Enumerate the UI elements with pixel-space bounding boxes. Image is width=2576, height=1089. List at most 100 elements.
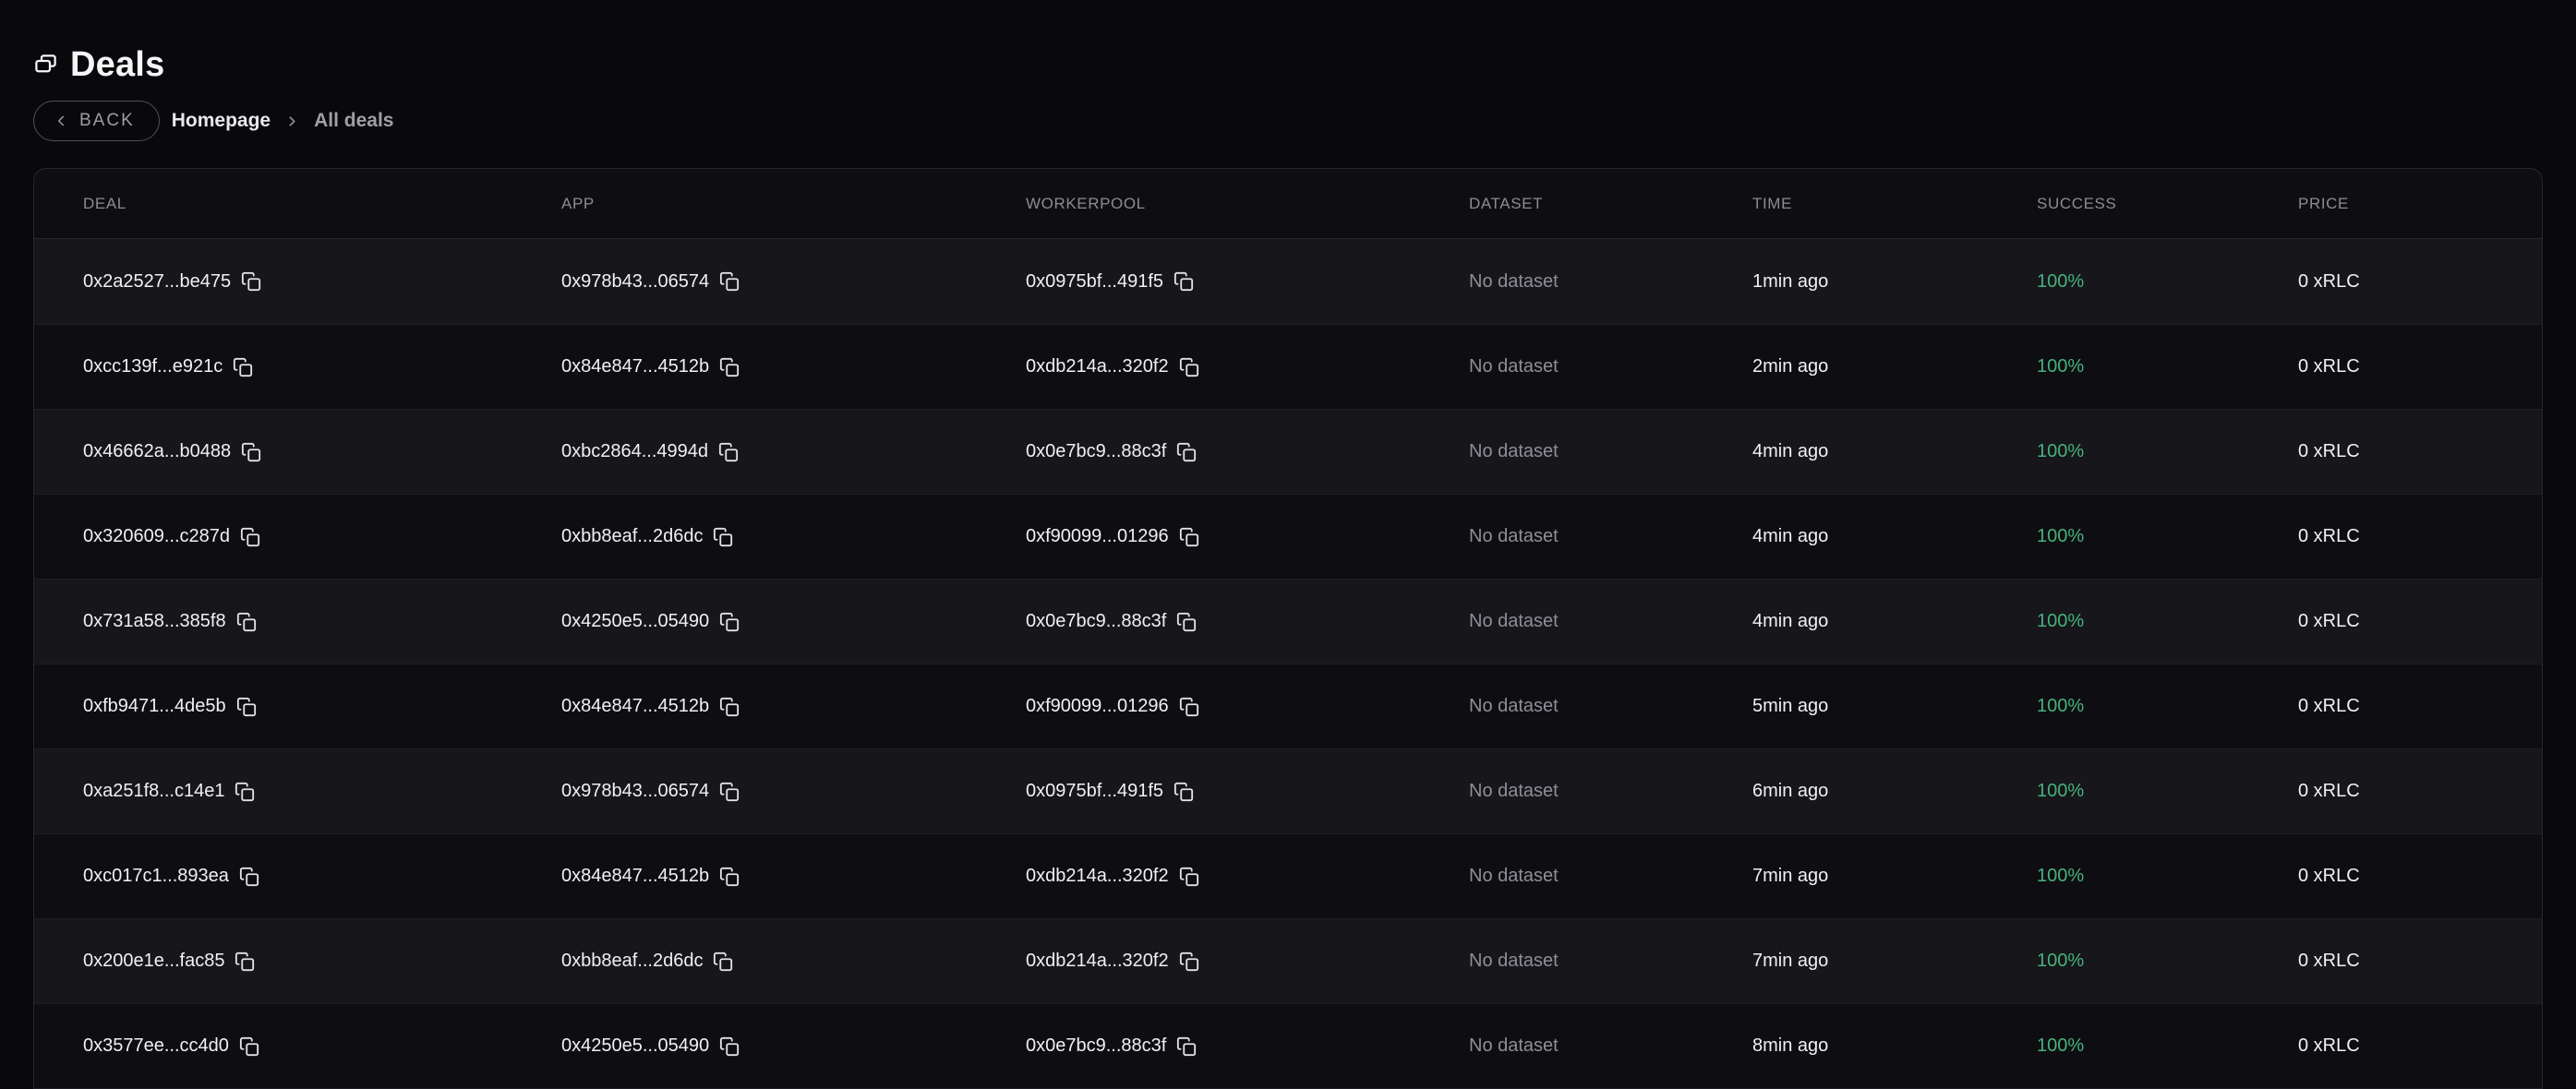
table-row[interactable]: 0xc017c1...893ea 0x84e847...4512b 0xdb21… — [34, 833, 2542, 918]
copy-icon[interactable] — [713, 527, 733, 547]
workerpool-id: 0xdb214a...320f2 — [1026, 951, 1169, 971]
app-id: 0xbb8eaf...2d6dc — [561, 951, 704, 971]
copy-icon[interactable] — [1179, 867, 1199, 887]
workerpool-id: 0x0975bf...491f5 — [1026, 781, 1164, 801]
deal-id: 0x3577ee...cc4d0 — [83, 1035, 229, 1056]
copy-icon[interactable] — [719, 782, 740, 802]
copy-icon[interactable] — [1176, 1036, 1197, 1057]
table-row[interactable]: 0xfb9471...4de5b 0x84e847...4512b 0xf900… — [34, 664, 2542, 748]
table-row[interactable]: 0x200e1e...fac85 0xbb8eaf...2d6dc 0xdb21… — [34, 918, 2542, 1003]
column-header-workerpool: WORKERPOOL — [1026, 194, 1146, 212]
copy-icon[interactable] — [235, 782, 255, 802]
breadcrumb: Homepage All deals — [172, 110, 394, 132]
breadcrumb-homepage[interactable]: Homepage — [171, 110, 271, 131]
copy-icon[interactable] — [241, 271, 261, 292]
deal-id: 0xc017c1...893ea — [83, 866, 229, 886]
price-cell: 0 xRLC — [2298, 356, 2360, 377]
price-cell: 0 xRLC — [2298, 781, 2360, 801]
dataset-cell: No dataset — [1469, 866, 1559, 886]
copy-icon[interactable] — [1174, 782, 1194, 802]
copy-icon[interactable] — [236, 612, 257, 632]
back-button[interactable]: BACK — [33, 101, 160, 141]
time-cell: 6min ago — [1752, 781, 1829, 801]
app-id: 0x978b43...06574 — [561, 781, 710, 801]
copy-icon[interactable] — [719, 697, 740, 717]
workerpool-cell: 0x0e7bc9...88c3f — [1026, 441, 1469, 462]
table-header-row: DEAL APP WORKERPOOL DATASET TIME SUCCESS… — [34, 169, 2542, 239]
copy-icon[interactable] — [1174, 271, 1194, 292]
copy-icon[interactable] — [713, 951, 733, 972]
copy-icon[interactable] — [1179, 527, 1199, 547]
time-cell: 4min ago — [1752, 611, 1829, 631]
price-cell: 0 xRLC — [2298, 696, 2360, 716]
workerpool-cell: 0xdb214a...320f2 — [1026, 866, 1469, 887]
app-cell: 0x4250e5...05490 — [561, 1035, 1026, 1057]
deal-cell: 0x3577ee...cc4d0 — [83, 1035, 561, 1057]
deals-icon — [33, 53, 58, 78]
deal-cell: 0xc017c1...893ea — [83, 866, 561, 887]
success-cell: 100% — [2037, 356, 2085, 377]
copy-icon[interactable] — [719, 357, 740, 377]
workerpool-id: 0x0e7bc9...88c3f — [1026, 611, 1167, 631]
workerpool-id: 0xdb214a...320f2 — [1026, 356, 1169, 377]
time-cell: 2min ago — [1752, 356, 1829, 377]
app-cell: 0x978b43...06574 — [561, 271, 1026, 293]
app-cell: 0x4250e5...05490 — [561, 611, 1026, 632]
table-row[interactable]: 0x46662a...b0488 0xbc2864...4994d 0x0e7b… — [34, 409, 2542, 494]
app-cell: 0xbb8eaf...2d6dc — [561, 526, 1026, 547]
copy-icon[interactable] — [235, 951, 255, 972]
deal-cell: 0x2a2527...be475 — [83, 271, 561, 293]
copy-icon[interactable] — [719, 612, 740, 632]
deal-id: 0xfb9471...4de5b — [83, 696, 226, 716]
copy-icon[interactable] — [236, 697, 257, 717]
copy-icon[interactable] — [239, 867, 259, 887]
copy-icon[interactable] — [240, 527, 260, 547]
copy-icon[interactable] — [239, 1036, 259, 1057]
column-header-app: APP — [561, 194, 595, 212]
column-header-success: SUCCESS — [2037, 194, 2117, 212]
table-row[interactable]: 0xa251f8...c14e1 0x978b43...06574 0x0975… — [34, 748, 2542, 833]
app-cell: 0x84e847...4512b — [561, 696, 1026, 717]
copy-icon[interactable] — [1179, 951, 1199, 972]
time-cell: 7min ago — [1752, 866, 1829, 886]
copy-icon[interactable] — [718, 442, 739, 462]
success-cell: 100% — [2037, 866, 2085, 886]
time-cell: 5min ago — [1752, 696, 1829, 716]
price-cell: 0 xRLC — [2298, 1035, 2360, 1056]
deal-cell: 0x46662a...b0488 — [83, 441, 561, 462]
copy-icon[interactable] — [719, 867, 740, 887]
price-cell: 0 xRLC — [2298, 270, 2360, 292]
table-row[interactable]: 0x731a58...385f8 0x4250e5...05490 0x0e7b… — [34, 579, 2542, 664]
workerpool-id: 0xf90099...01296 — [1026, 696, 1169, 716]
time-cell: 7min ago — [1752, 951, 1829, 971]
column-header-time: TIME — [1752, 194, 1793, 212]
workerpool-cell: 0x0e7bc9...88c3f — [1026, 611, 1469, 632]
copy-icon[interactable] — [233, 357, 253, 377]
dataset-cell: No dataset — [1469, 526, 1559, 546]
dataset-cell: No dataset — [1469, 356, 1559, 377]
copy-icon[interactable] — [1179, 697, 1199, 717]
dataset-cell: No dataset — [1469, 611, 1559, 631]
copy-icon[interactable] — [1176, 612, 1197, 632]
deal-id: 0x46662a...b0488 — [83, 441, 232, 461]
price-cell: 0 xRLC — [2298, 526, 2360, 546]
copy-icon[interactable] — [719, 271, 740, 292]
app-cell: 0x84e847...4512b — [561, 866, 1026, 887]
dataset-cell: No dataset — [1469, 270, 1559, 292]
table-row[interactable]: 0x2a2527...be475 0x978b43...06574 0x0975… — [34, 239, 2542, 324]
success-cell: 100% — [2037, 951, 2085, 971]
copy-icon[interactable] — [241, 442, 261, 462]
table-row[interactable]: 0xcc139f...e921c 0x84e847...4512b 0xdb21… — [34, 324, 2542, 409]
copy-icon[interactable] — [1176, 442, 1197, 462]
copy-icon[interactable] — [719, 1036, 740, 1057]
workerpool-id: 0xf90099...01296 — [1026, 526, 1169, 546]
copy-icon[interactable] — [1179, 357, 1199, 377]
dataset-cell: No dataset — [1469, 951, 1559, 971]
chevron-left-icon — [53, 113, 69, 129]
table-row[interactable]: 0x3577ee...cc4d0 0x4250e5...05490 0x0e7b… — [34, 1003, 2542, 1088]
column-header-dataset: DATASET — [1469, 194, 1544, 212]
workerpool-id: 0x0e7bc9...88c3f — [1026, 1035, 1167, 1056]
workerpool-cell: 0xf90099...01296 — [1026, 526, 1469, 547]
table-row[interactable]: 0x320609...c287d 0xbb8eaf...2d6dc 0xf900… — [34, 494, 2542, 579]
deal-cell: 0x731a58...385f8 — [83, 611, 561, 632]
